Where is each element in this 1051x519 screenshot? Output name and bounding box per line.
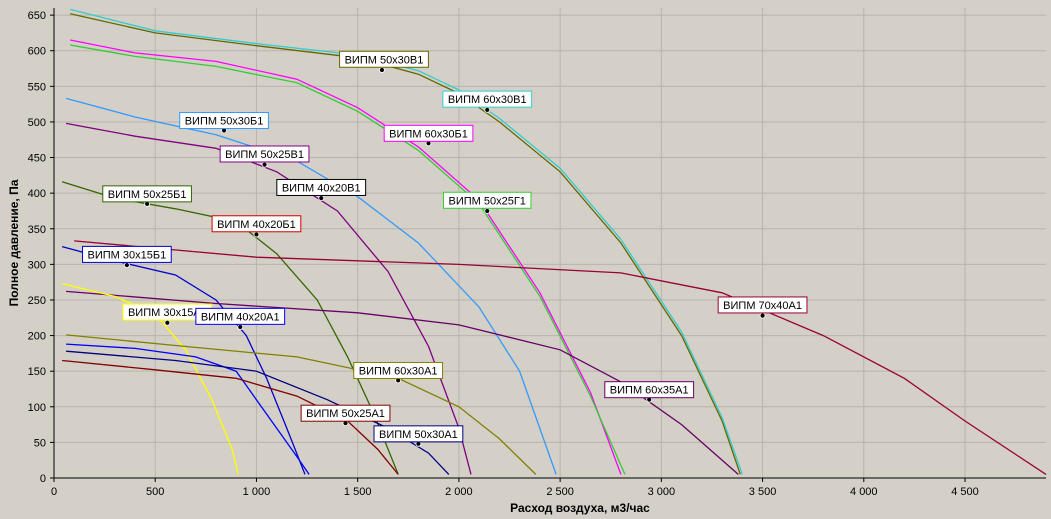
series-label-text: ВИПМ 30x15Б1 bbox=[88, 249, 167, 261]
series-label: ВИПМ 40x20А1 bbox=[195, 307, 286, 325]
series-label: ВИПМ 50x25В1 bbox=[219, 145, 310, 163]
series-label-text: ВИПМ 50x25В1 bbox=[225, 149, 304, 161]
series-label-box bbox=[276, 178, 367, 196]
series-label-box bbox=[604, 381, 695, 399]
series-label-box bbox=[353, 361, 444, 379]
series-label-box bbox=[383, 124, 474, 142]
y-tick-label: 0 bbox=[40, 473, 46, 485]
x-tick-label: 4 000 bbox=[850, 486, 878, 498]
series-label-text: ВИПМ 50x30Б1 bbox=[185, 116, 264, 128]
series-label-box bbox=[300, 404, 391, 422]
series-label-text: ВИПМ 60x30А1 bbox=[359, 365, 438, 377]
series-marker bbox=[237, 324, 244, 330]
series-label-text: ВИПМ 40x20В1 bbox=[282, 182, 361, 194]
series-label-text: ВИПМ 60x35А1 bbox=[610, 385, 689, 397]
series-label-text: ВИПМ 50x25Г1 bbox=[449, 195, 526, 207]
series-label: ВИПМ 60x30А1 bbox=[353, 361, 444, 379]
series-line bbox=[66, 350, 450, 475]
series-marker bbox=[123, 262, 130, 268]
y-tick-label: 250 bbox=[28, 295, 46, 307]
x-tick-label: 3 000 bbox=[648, 486, 676, 498]
series-label: ВИПМ 60x30Б1 bbox=[383, 124, 474, 142]
plot-area bbox=[54, 8, 1046, 478]
x-tick-label: 1 000 bbox=[243, 486, 271, 498]
series-label-box bbox=[443, 191, 532, 209]
series-label-box bbox=[82, 245, 172, 263]
x-tick-label: 2 500 bbox=[546, 486, 574, 498]
series-line bbox=[70, 13, 741, 475]
series-line bbox=[66, 290, 739, 475]
y-tick-label: 650 bbox=[28, 10, 46, 22]
series-label: ВИПМ 50x25Б1 bbox=[102, 185, 192, 203]
series-label: ВИПМ 50x30Б1 bbox=[179, 112, 269, 130]
series-label: ВИПМ 50x25Г1 bbox=[443, 191, 532, 209]
series-label-box bbox=[373, 425, 464, 443]
series-label-text: ВИПМ 40x20А1 bbox=[201, 311, 280, 323]
series-marker bbox=[261, 161, 268, 168]
series-line bbox=[65, 97, 557, 475]
series-label: ВИПМ 60x35А1 bbox=[604, 381, 695, 399]
y-tick-label: 50 bbox=[34, 437, 46, 449]
y-tick-label: 550 bbox=[28, 81, 46, 93]
series-label: ВИПМ 70x40А1 bbox=[717, 296, 808, 314]
x-tick-label: 4 500 bbox=[951, 486, 979, 498]
series-marker bbox=[484, 208, 491, 214]
series-label-text: ВИПМ 30x15А1 bbox=[128, 307, 207, 319]
series-label-box bbox=[442, 90, 533, 108]
series-label-box bbox=[219, 145, 310, 163]
y-tick-label: 500 bbox=[28, 117, 46, 129]
series-marker bbox=[164, 319, 171, 326]
series-label-text: ВИПМ 50x30В1 bbox=[345, 54, 424, 66]
series-line bbox=[65, 122, 472, 475]
x-tick-label: 3 500 bbox=[749, 486, 777, 498]
series-label-text: ВИПМ 60x30Б1 bbox=[389, 128, 468, 140]
x-tick-label: 1 500 bbox=[344, 486, 372, 498]
series-label: ВИПМ 40x20Б1 bbox=[211, 215, 302, 233]
x-axis-title: Расход воздуха, м3/час bbox=[510, 501, 650, 515]
series-label-box bbox=[339, 50, 429, 68]
series-marker bbox=[379, 67, 385, 73]
labels-layer: ВИПМ 50x30В1 ВИПМ 60x30В1 ВИПМ 60x30Б1 ВИПМ… bbox=[82, 50, 808, 447]
y-tick-label: 400 bbox=[28, 188, 46, 200]
series-label-box bbox=[179, 112, 269, 130]
series-label-text: ВИПМ 50x30А1 bbox=[379, 429, 458, 441]
series-label-text: ВИПМ 70x40А1 bbox=[723, 300, 802, 312]
series-line bbox=[66, 343, 310, 475]
series-label-box bbox=[102, 185, 192, 203]
series-label: ВИПМ 30x15А1 bbox=[122, 303, 213, 321]
series-label: ВИПМ 60x30В1 bbox=[442, 90, 533, 108]
series-label: ВИПМ 50x30А1 bbox=[373, 425, 464, 443]
y-tick-label: 600 bbox=[28, 46, 46, 58]
series-label: ВИПМ 40x20В1 bbox=[276, 178, 367, 196]
y-tick-label: 300 bbox=[28, 259, 46, 271]
y-tick-label: 200 bbox=[28, 331, 46, 343]
y-tick-label: 350 bbox=[28, 224, 46, 236]
series-line bbox=[61, 282, 239, 475]
y-axis-title: Полное давление, Па bbox=[7, 179, 21, 306]
y-tick-label: 450 bbox=[28, 153, 46, 165]
series-line bbox=[62, 359, 399, 475]
x-tick-label: 2 000 bbox=[445, 486, 473, 498]
series-label-text: ВИПМ 60x30В1 bbox=[448, 94, 527, 106]
series-label-box bbox=[211, 215, 302, 233]
x-tick-label: 500 bbox=[146, 486, 164, 498]
series-label-text: ВИПМ 50x25А1 bbox=[306, 408, 385, 420]
series-label-box bbox=[195, 307, 286, 325]
series-marker bbox=[253, 231, 260, 238]
series-label: ВИПМ 30x15Б1 bbox=[82, 245, 172, 263]
series-label-text: ВИПМ 40x20Б1 bbox=[217, 219, 296, 231]
series-marker bbox=[759, 312, 766, 319]
series-label: ВИПМ 50x25А1 bbox=[300, 404, 391, 422]
series-marker bbox=[484, 106, 491, 113]
y-tick-label: 100 bbox=[28, 402, 46, 414]
series-label: ВИПМ 50x30В1 bbox=[339, 50, 429, 68]
series-label-text: ВИПМ 50x25Б1 bbox=[108, 189, 187, 201]
series-label-box bbox=[717, 296, 808, 314]
series-marker bbox=[318, 195, 325, 202]
y-tick-label: 150 bbox=[28, 366, 46, 378]
series-line bbox=[74, 240, 1047, 475]
x-tick-label: 0 bbox=[51, 486, 57, 498]
